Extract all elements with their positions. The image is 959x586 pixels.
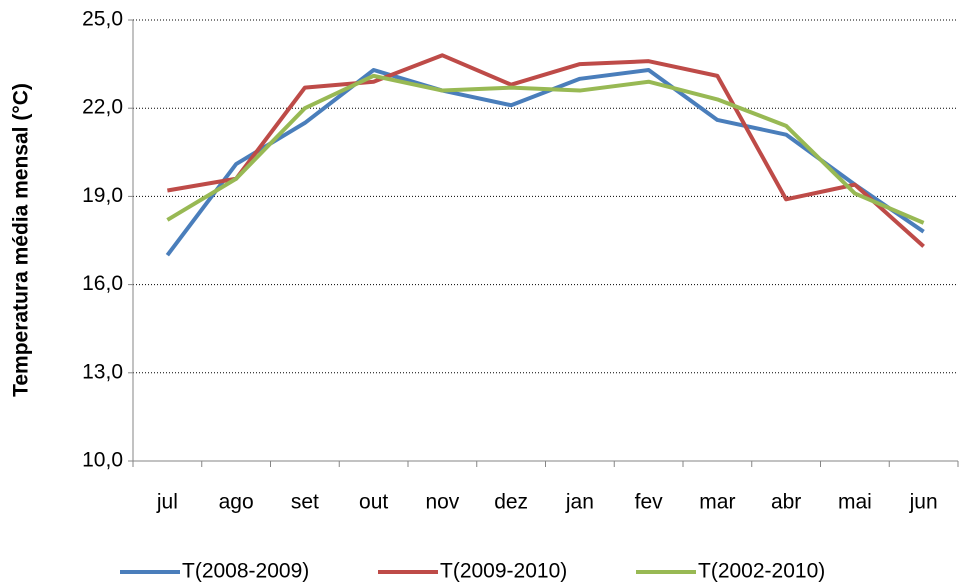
x-tick-label: ago — [219, 491, 254, 514]
x-tick-label: abr — [771, 491, 801, 514]
x-tick-label: jun — [909, 491, 938, 514]
y-tick-label: 19,0 — [82, 184, 123, 207]
y-tick-label: 13,0 — [82, 360, 123, 383]
legend-label: T(2008-2009) — [182, 560, 309, 583]
y-tick-label: 25,0 — [82, 8, 123, 31]
legend-label: T(2002-2010) — [698, 560, 825, 583]
y-tick-label: 22,0 — [82, 96, 123, 119]
x-tick-label: fev — [635, 491, 664, 514]
series-line — [167, 53, 925, 248]
x-tick-label: set — [291, 491, 319, 514]
x-tick-label: jan — [565, 491, 594, 514]
x-tick-label: out — [359, 491, 388, 514]
series-line — [165, 67, 925, 257]
y-axis-label: Temperatura média mensal (°C) — [10, 83, 33, 397]
y-tick-label: 10,0 — [82, 449, 123, 472]
x-tick-label: nov — [425, 491, 459, 514]
y-tick-label: 16,0 — [82, 272, 123, 295]
x-tick-label: jul — [156, 491, 178, 514]
legend-label: T(2009-2010) — [440, 560, 567, 583]
x-tick-label: mar — [699, 491, 735, 514]
x-tick-label: mai — [838, 491, 872, 514]
x-tick-label: dez — [494, 491, 528, 514]
series-line — [166, 73, 925, 225]
